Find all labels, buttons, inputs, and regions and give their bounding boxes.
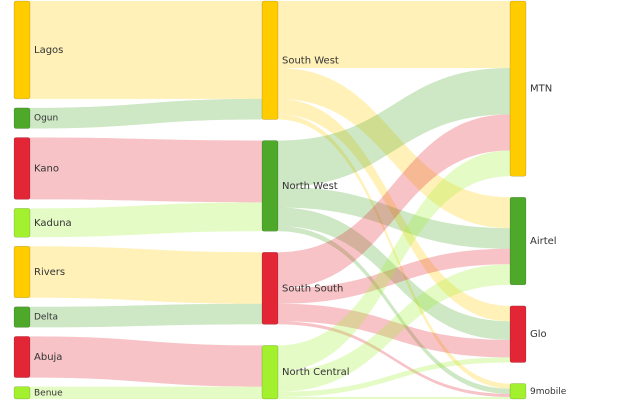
node-bar-ss[interactable] [261, 251, 279, 325]
link-ss-glo[interactable] [278, 303, 510, 358]
node-bar-kano[interactable] [13, 137, 31, 200]
node-bar-nc[interactable] [261, 345, 279, 400]
node-delta[interactable]: Delta [13, 306, 58, 328]
node-label-lagos: Lagos [34, 45, 63, 56]
node-label-9mobile: 9mobile [530, 387, 567, 397]
node-label-benue: Benue [34, 388, 63, 398]
link-nc-glo[interactable] [278, 357, 510, 397]
link-abuja-nc[interactable] [30, 336, 262, 387]
node-bar-kaduna[interactable] [13, 208, 31, 238]
node-ss[interactable]: South South [261, 251, 343, 325]
node-bar-nw[interactable] [261, 140, 279, 232]
link-nc-mtn[interactable] [278, 150, 510, 372]
link-ss-mtn[interactable] [278, 114, 510, 289]
node-bar-9mobile[interactable] [509, 383, 527, 400]
link-kano-nw[interactable] [30, 137, 262, 203]
link-rivers-ss[interactable] [30, 246, 262, 304]
link-lagos-sw[interactable] [30, 1, 262, 99]
link-nc-airtel[interactable] [278, 264, 510, 392]
node-mtn[interactable]: MTN [509, 0, 552, 177]
node-label-abuja: Abuja [34, 352, 62, 363]
nodes-layer: Lagos Ogun Kano Kaduna Rivers Delta Abuja Benue… [13, 0, 567, 400]
node-bar-delta[interactable] [13, 306, 31, 328]
node-bar-abuja[interactable] [13, 336, 31, 378]
link-nw-9mobile[interactable] [278, 226, 510, 394]
link-nw-airtel[interactable] [278, 186, 510, 249]
node-sw[interactable]: South West [261, 0, 339, 120]
node-bar-benue[interactable] [13, 386, 31, 400]
link-nc-9mobile[interactable] [278, 396, 510, 399]
link-ss-airtel[interactable] [278, 248, 510, 304]
link-ss-9mobile[interactable] [278, 321, 510, 397]
node-label-mtn: MTN [530, 84, 552, 95]
link-kaduna-nw[interactable] [30, 202, 262, 238]
link-nw-mtn[interactable] [278, 68, 510, 187]
link-benue-nc[interactable] [30, 386, 262, 399]
node-airtel[interactable]: Airtel [509, 196, 557, 286]
node-label-rivers: Rivers [34, 267, 65, 278]
links-layer [30, 1, 510, 399]
node-glo[interactable]: Glo [509, 305, 547, 363]
node-nc[interactable]: North Central [261, 345, 350, 400]
node-bar-sw[interactable] [261, 0, 279, 120]
node-label-ogun: Ogun [34, 114, 58, 124]
node-label-airtel: Airtel [530, 236, 557, 247]
node-kano[interactable]: Kano [13, 137, 59, 200]
node-lagos[interactable]: Lagos [13, 0, 63, 100]
node-label-kaduna: Kaduna [34, 218, 72, 229]
node-bar-lagos[interactable] [13, 0, 31, 100]
link-nw-glo[interactable] [278, 207, 510, 340]
node-benue[interactable]: Benue [13, 386, 63, 400]
link-sw-mtn[interactable] [278, 1, 510, 68]
node-bar-ogun[interactable] [13, 107, 31, 129]
node-label-kano: Kano [34, 163, 59, 174]
node-bar-airtel[interactable] [509, 196, 527, 286]
node-label-nw: North West [282, 181, 338, 192]
node-9mobile[interactable]: 9mobile [509, 383, 567, 400]
node-bar-glo[interactable] [509, 305, 527, 363]
link-delta-ss[interactable] [30, 303, 262, 328]
node-bar-rivers[interactable] [13, 245, 31, 299]
node-ogun[interactable]: Ogun [13, 107, 58, 129]
link-sw-glo[interactable] [278, 98, 510, 322]
node-label-glo: Glo [530, 329, 547, 340]
node-rivers[interactable]: Rivers [13, 245, 65, 299]
node-label-ss: South South [282, 283, 343, 294]
link-sw-9mobile[interactable] [278, 114, 510, 389]
link-ogun-sw[interactable] [30, 98, 262, 129]
node-kaduna[interactable]: Kaduna [13, 208, 72, 238]
link-sw-airtel[interactable] [278, 68, 510, 229]
node-label-sw: South West [282, 55, 339, 66]
node-label-delta: Delta [34, 313, 58, 323]
node-label-nc: North Central [282, 367, 350, 378]
node-bar-mtn[interactable] [509, 0, 527, 177]
node-abuja[interactable]: Abuja [13, 336, 62, 378]
node-nw[interactable]: North West [261, 140, 338, 232]
